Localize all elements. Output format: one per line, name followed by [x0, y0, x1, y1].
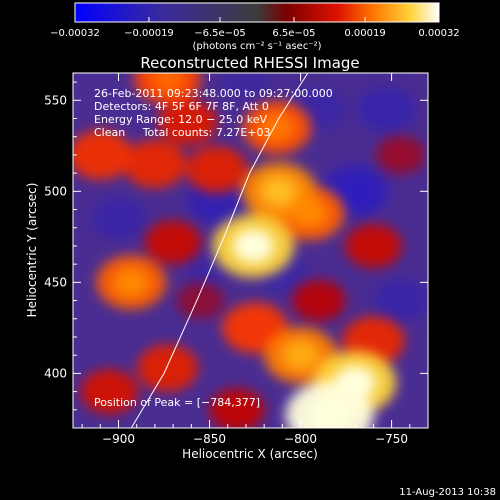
heat-source	[144, 220, 202, 265]
heat-source	[123, 139, 187, 189]
colorbar-tick-label: −6.5e−05	[194, 28, 246, 39]
annotation-counts: Clean Total counts: 7.27E+03	[94, 126, 271, 139]
heat-source-core	[150, 73, 185, 93]
heat-source	[357, 86, 416, 132]
x-tick-label: −750	[375, 432, 408, 446]
colorbar-tick-label: 0.00032	[418, 28, 459, 39]
heat-source-core	[282, 340, 319, 371]
y-tick-label: 450	[44, 275, 67, 289]
heat-source-core	[232, 229, 274, 263]
heat-source	[176, 282, 225, 319]
heat-source	[137, 344, 199, 392]
heat-source	[186, 145, 248, 194]
y-tick-label: 500	[44, 184, 67, 198]
heat-source	[376, 135, 426, 174]
colorbar-unit-label: (photons cm⁻² s⁻¹ asec⁻²)	[192, 41, 321, 52]
heat-source	[373, 279, 428, 322]
colorbar-tick-label: −0.00019	[124, 28, 174, 39]
heat-source	[345, 224, 402, 268]
axis-ticks: −900 −850 −800 −750 400 450 500 550	[44, 73, 429, 446]
colorbar-tick-label: 6.5e−05	[272, 28, 315, 39]
heat-source	[209, 388, 265, 428]
annotation-time-range: 26-Feb-2011 09:23:48.000 to 09:27:00.000	[94, 87, 333, 100]
heat-source-core	[259, 113, 295, 142]
heat-source	[221, 73, 271, 102]
y-axis-label: Heliocentric Y (arcsec)	[25, 183, 39, 318]
heat-source-core	[113, 268, 149, 297]
heat-source-core	[307, 397, 352, 428]
colorbar-ticks: −0.00032 −0.00019 −6.5e−05 6.5e−05 0.00019 0.…	[50, 17, 460, 39]
solar-limb-line	[130, 73, 309, 428]
annotation-detectors: Detectors: 4F 5F 6F 7F 8F, Att 0	[94, 100, 269, 113]
heat-source	[90, 197, 147, 240]
plot-frame	[72, 72, 429, 429]
heat-source	[80, 369, 139, 415]
colorbar	[74, 2, 440, 23]
x-tick-label: −800	[284, 432, 317, 446]
y-tick-label: 400	[44, 366, 67, 380]
chart-title: Reconstructed RHESSI Image	[140, 54, 359, 72]
x-axis-label: Heliocentric X (arcsec)	[182, 447, 318, 461]
annotation-energy: Energy Range: 12.0 − 25.0 keV	[94, 113, 268, 126]
annotation-peak-position: Position of Peak = [−784,377]	[94, 396, 260, 409]
heat-source	[291, 279, 346, 322]
heat-source-core	[338, 177, 372, 206]
heat-source	[73, 130, 133, 180]
x-tick-label: −850	[193, 432, 226, 446]
y-tick-label: 550	[44, 93, 67, 107]
heat-source	[157, 99, 218, 146]
colorbar-tick-label: −0.00032	[50, 28, 100, 39]
heatmap-image	[73, 73, 428, 428]
x-tick-label: −900	[102, 432, 135, 446]
heat-source-core	[260, 176, 298, 207]
footer-date: 11-Aug-2013 10:38	[399, 487, 496, 498]
colorbar-tick-label: 0.00019	[344, 28, 385, 39]
